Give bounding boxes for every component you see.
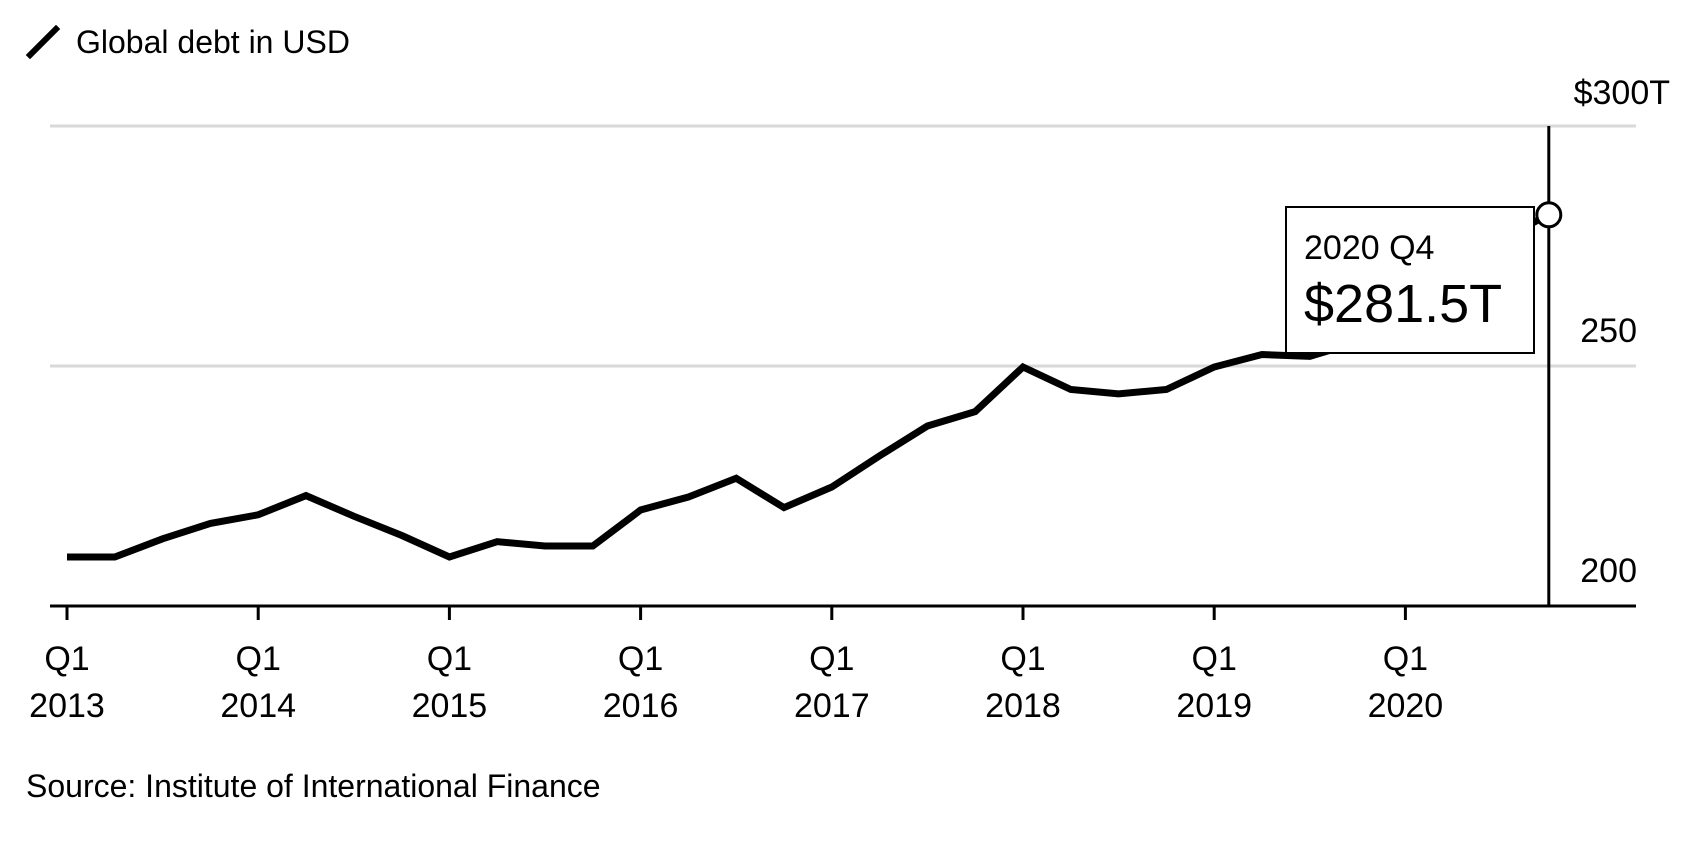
x-tick-label-year: 2017 xyxy=(794,687,870,725)
tooltip-value: $281.5T xyxy=(1304,274,1502,334)
x-tick-label-year: 2013 xyxy=(29,687,105,725)
x-tick-label-quarter: Q1 xyxy=(618,640,663,678)
legend: Global debt in USD xyxy=(26,22,350,62)
y-tick-label-300: $300T xyxy=(1574,74,1670,112)
legend-label: Global debt in USD xyxy=(76,24,350,60)
highlight-marker xyxy=(1535,201,1563,229)
source-note: Source: Institute of International Finan… xyxy=(26,768,601,804)
x-tick-label-year: 2020 xyxy=(1368,687,1444,725)
tooltip-period: 2020 Q4 xyxy=(1304,229,1434,267)
x-tick-label-year: 2019 xyxy=(1176,687,1252,725)
x-tick-label-quarter: Q1 xyxy=(1192,640,1237,678)
x-tick-label-year: 2016 xyxy=(603,687,679,725)
y-tick-label-250: 250 xyxy=(1580,312,1637,350)
x-tick-label-year: 2018 xyxy=(985,687,1061,725)
x-tick-label-quarter: Q1 xyxy=(44,640,89,678)
x-tick-label-year: 2015 xyxy=(412,687,488,725)
x-tick-label-year: 2014 xyxy=(220,687,296,725)
x-tick-label-quarter: Q1 xyxy=(1000,640,1045,678)
x-tick-label-quarter: Q1 xyxy=(427,640,472,678)
x-tick-label-quarter: Q1 xyxy=(236,640,281,678)
x-tick-label-quarter: Q1 xyxy=(1383,640,1428,678)
series-line-global-debt xyxy=(67,211,1551,561)
y-tick-label-200: 200 xyxy=(1580,552,1637,590)
x-tick-label-quarter: Q1 xyxy=(809,640,854,678)
legend-line-icon xyxy=(26,25,60,59)
tooltip-box xyxy=(1285,206,1535,354)
